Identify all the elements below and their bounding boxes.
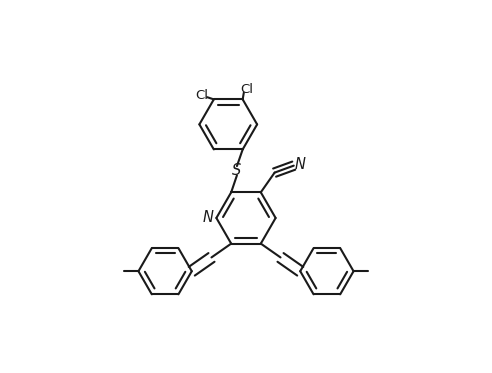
Text: S: S xyxy=(232,163,242,178)
Text: N: N xyxy=(203,210,214,225)
Text: N: N xyxy=(295,157,306,172)
Text: Cl: Cl xyxy=(195,89,209,102)
Text: Cl: Cl xyxy=(240,82,253,95)
